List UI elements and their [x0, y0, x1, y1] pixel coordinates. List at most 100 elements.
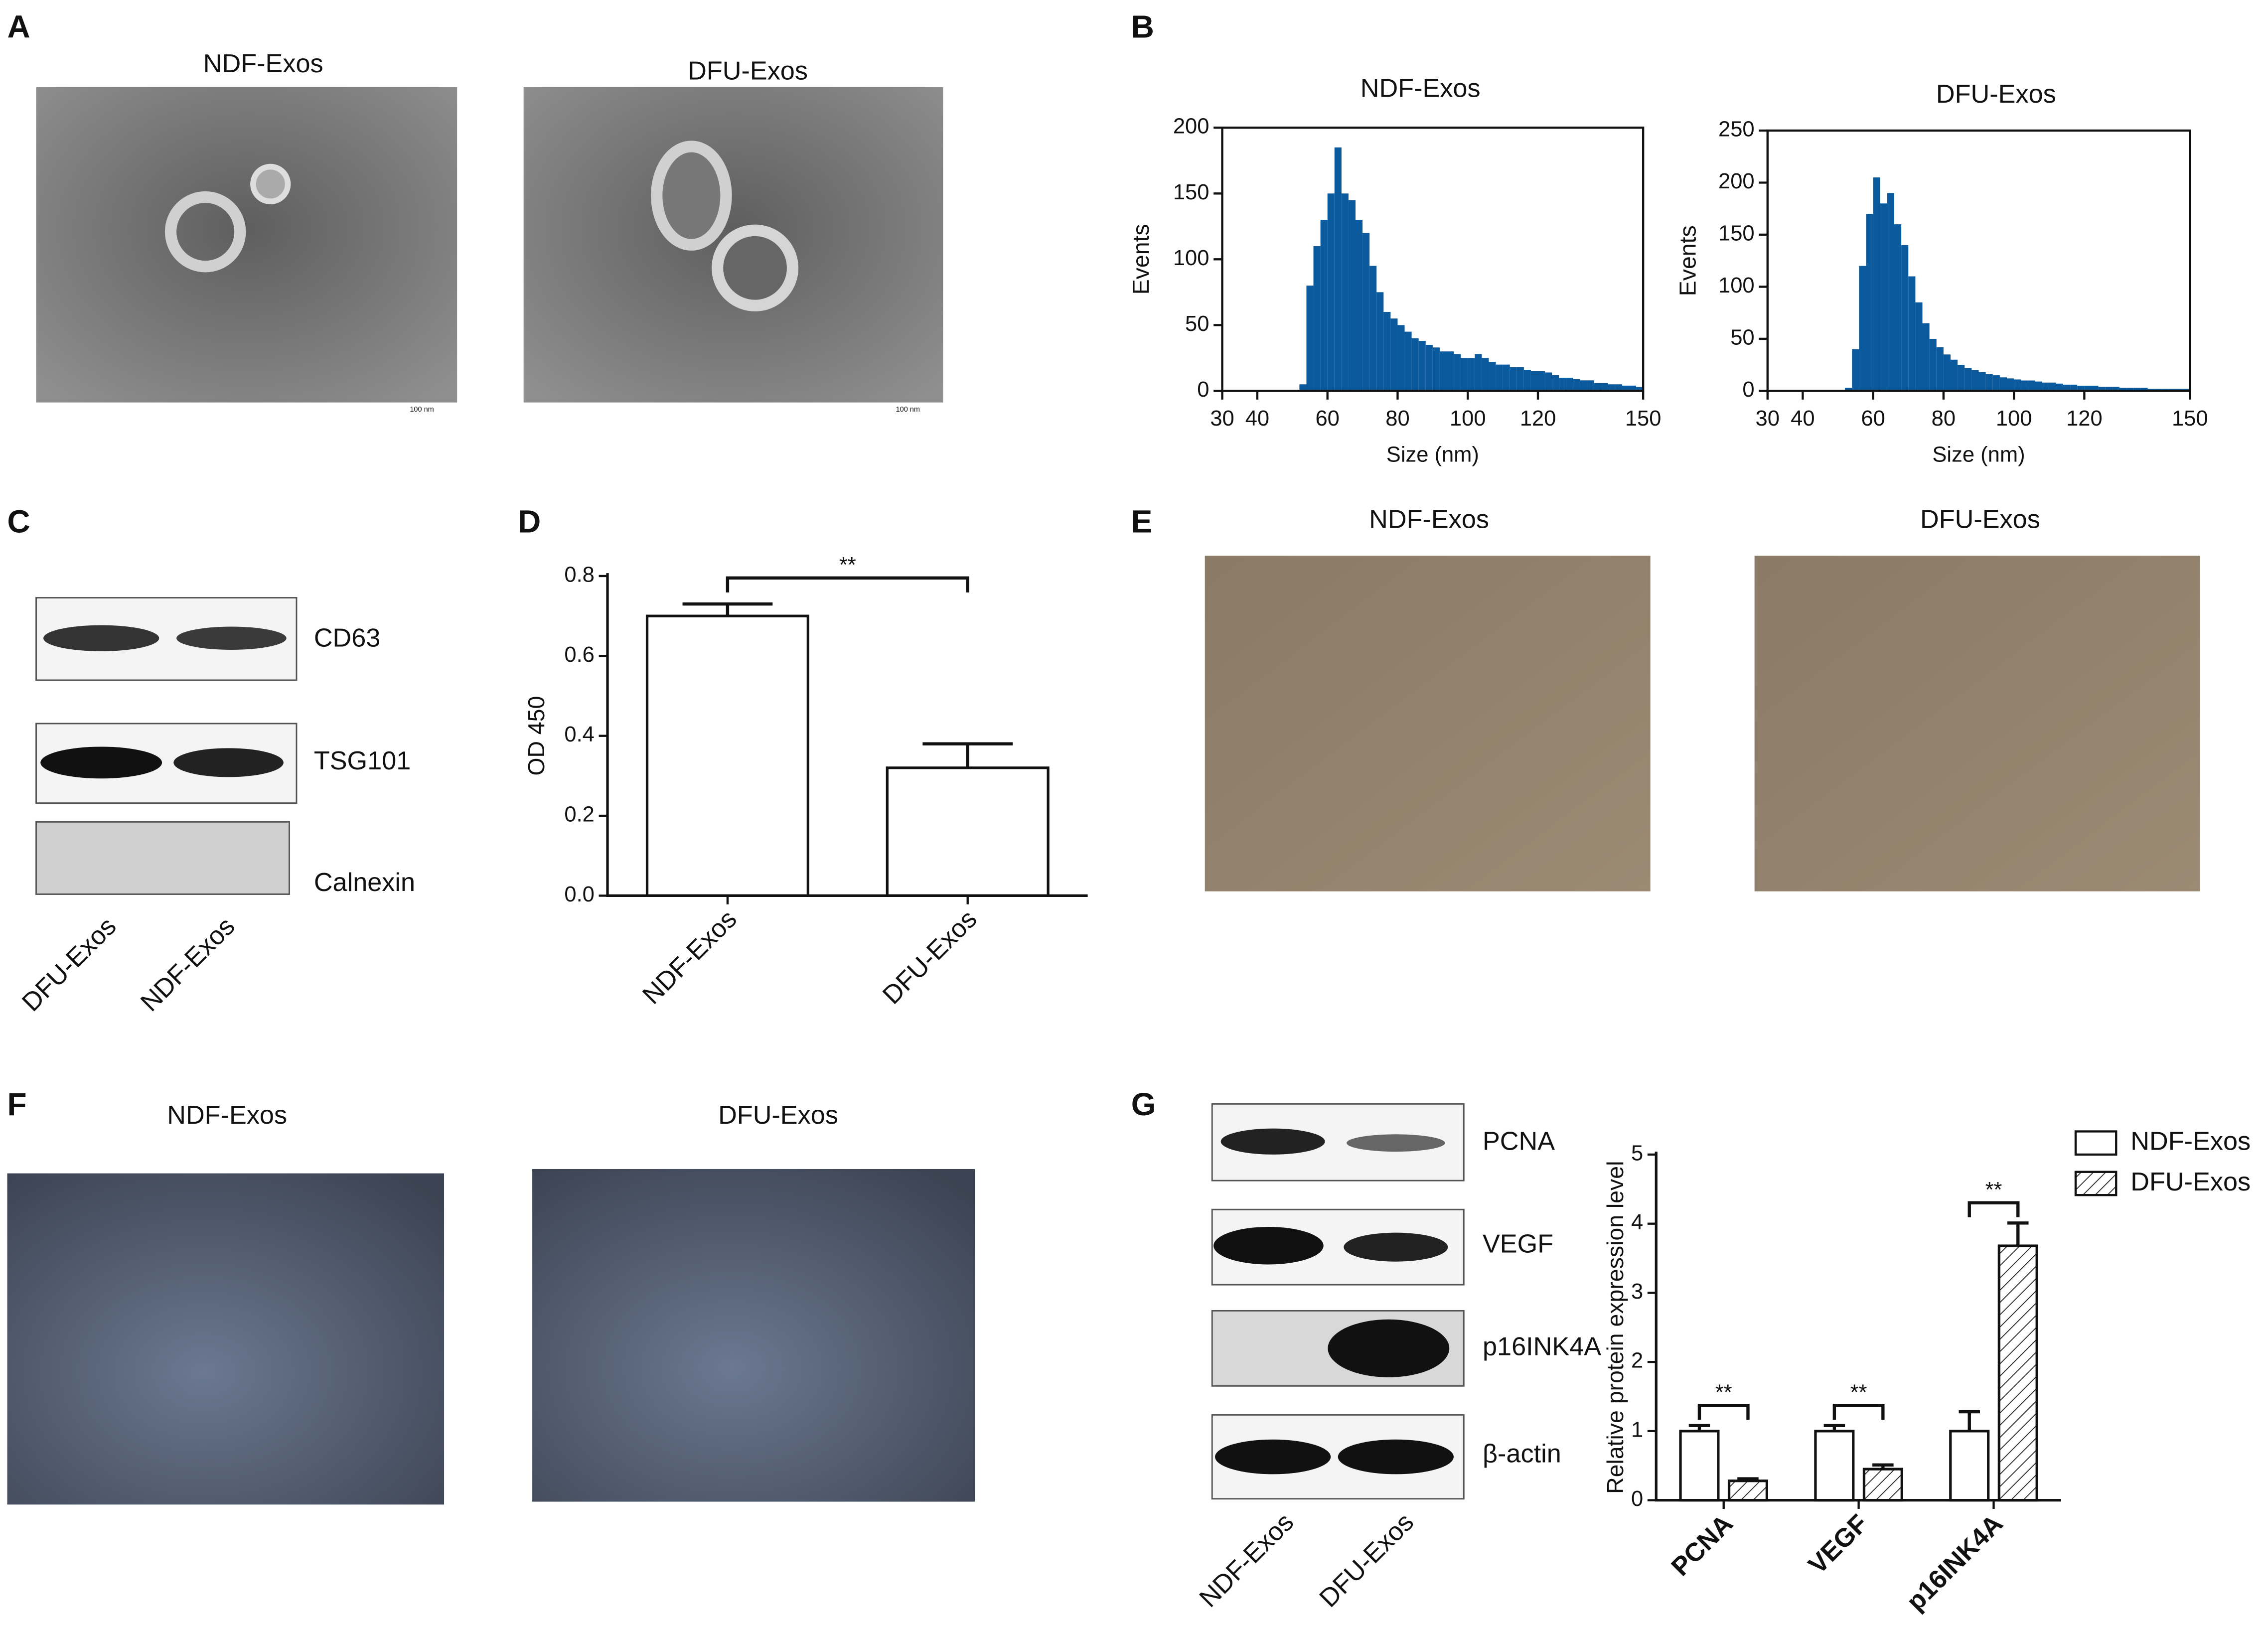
bar	[2119, 388, 2127, 391]
y-tick-label: 0.6	[564, 643, 595, 667]
bar	[1965, 368, 1972, 391]
bar	[1566, 378, 1573, 391]
y-tick-label: 200	[1173, 115, 1210, 139]
bar	[1510, 367, 1517, 391]
x-tick-label: 30	[1756, 407, 1780, 431]
image-title: NDF-Exos	[1369, 505, 1489, 534]
y-tick-label: 0	[1197, 378, 1209, 402]
error-bar	[682, 602, 773, 616]
bar	[1951, 359, 1958, 391]
panel-letters: A B C D E F G	[7, 9, 1156, 1122]
bar	[1348, 200, 1356, 391]
bar	[1814, 1430, 1855, 1502]
tube-image	[7, 1173, 445, 1505]
lane-label: DFU-Exos	[1314, 1508, 1419, 1613]
bar	[2077, 385, 2085, 391]
bar	[2098, 387, 2106, 391]
bar	[1992, 375, 2000, 391]
error-bar	[2007, 1221, 2029, 1246]
y-tick-label: 2	[1631, 1349, 1643, 1373]
bar	[1615, 384, 1622, 391]
bar	[1859, 266, 1866, 391]
lane-label: DFU-Exos	[16, 912, 122, 1017]
scale-label: 100 nm	[410, 406, 434, 414]
y-axis-label: OD 450	[523, 696, 549, 776]
band	[1328, 1319, 1450, 1377]
band-label: CD63	[314, 623, 381, 652]
x-tick-label: 120	[2066, 407, 2103, 431]
bar	[1404, 331, 1412, 391]
stain-image	[1754, 556, 2200, 891]
bar	[1432, 347, 1440, 391]
y-tick-label: 0.2	[564, 803, 595, 827]
bar	[1901, 245, 1909, 391]
x-tick-label: 100	[1450, 407, 1486, 431]
bar	[1468, 358, 1475, 391]
bar	[1958, 365, 1965, 391]
chart-title: NDF-Exos	[1361, 74, 1481, 103]
y-tick-label: 5	[1631, 1141, 1643, 1165]
bar	[1369, 266, 1377, 391]
bar	[1545, 372, 1552, 391]
x-tick-label: 60	[1861, 407, 1885, 431]
x-tick-label: 80	[1385, 407, 1409, 431]
y-axis-label: Events	[1128, 224, 1154, 295]
bar	[1516, 367, 1524, 391]
error-bar	[1737, 1477, 1759, 1481]
bar	[1887, 193, 1895, 391]
bar	[2028, 380, 2035, 391]
bar	[1397, 325, 1405, 391]
y-tick-label: 150	[1718, 221, 1755, 245]
panel-letter: A	[7, 9, 30, 45]
bar	[2021, 380, 2028, 391]
significance-bracket	[726, 576, 969, 592]
error-bar	[1688, 1424, 1710, 1431]
bar	[2105, 387, 2113, 391]
band	[1215, 1439, 1331, 1475]
image-title: DFU-Exos	[688, 57, 808, 86]
vesicle	[164, 191, 246, 273]
plot-frame	[1766, 129, 2191, 392]
bar	[1636, 387, 1644, 391]
bar	[1629, 385, 1637, 391]
bar	[1362, 233, 1370, 391]
image-title: NDF-Exos	[203, 49, 323, 78]
significance-bracket	[1967, 1201, 2020, 1217]
bar	[1552, 375, 1559, 391]
bar	[1915, 302, 1923, 391]
y-tick-label: 150	[1173, 180, 1210, 204]
bar	[2070, 384, 2078, 391]
bar	[2014, 379, 2021, 391]
x-tick-label: 30	[1210, 407, 1234, 431]
bar	[1971, 370, 1979, 391]
bar	[1880, 203, 1887, 391]
bar	[1503, 364, 1510, 391]
bar	[1530, 371, 1538, 391]
y-tick-label: 50	[1730, 325, 1754, 349]
y-tick-label: 0.8	[564, 563, 595, 587]
x-tick-label: PCNA	[1666, 1509, 1739, 1582]
x-axis-label: Size (nm)	[1932, 443, 2025, 467]
bar	[1985, 374, 1993, 391]
band-label: TSG101	[314, 746, 411, 775]
legend-swatch	[2074, 1171, 2117, 1196]
band	[1220, 1128, 1325, 1155]
bar	[1727, 1479, 1769, 1502]
y-tick-label: 250	[1718, 118, 1755, 142]
bar	[2063, 384, 2071, 391]
error-bar	[1823, 1424, 1845, 1431]
bar	[1418, 341, 1426, 391]
bar	[1356, 220, 1363, 391]
bar	[1594, 383, 1601, 391]
annotation: **	[1985, 1178, 2002, 1202]
bar	[1622, 385, 1629, 391]
legend-label: NDF-Exos	[2130, 1127, 2251, 1156]
bar	[1866, 214, 1873, 391]
bar	[1999, 377, 2007, 391]
band	[1347, 1134, 1445, 1152]
y-tick-label: 100	[1173, 246, 1210, 270]
lane-label: NDF-Exos	[1194, 1508, 1299, 1613]
bar	[1320, 220, 1328, 391]
legend-swatch	[2074, 1130, 2117, 1156]
